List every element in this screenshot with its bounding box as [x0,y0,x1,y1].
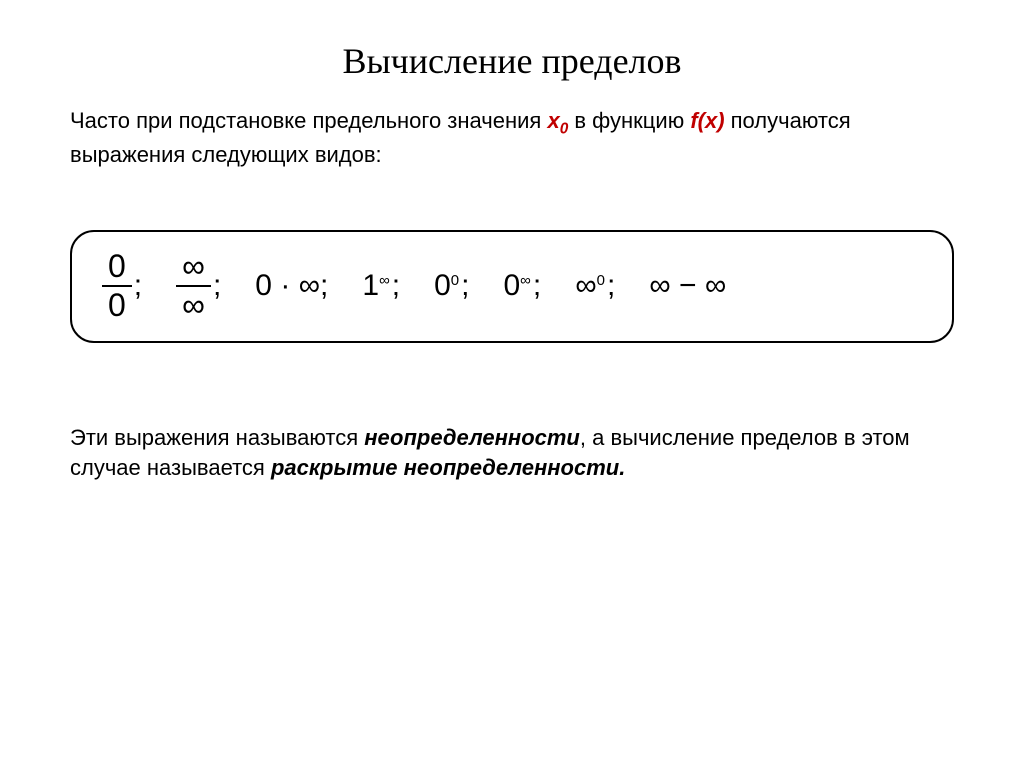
x0-base: x [547,108,559,133]
term-1-pow-inf: 1∞; [362,269,400,303]
frac2-den: ∞ [176,287,211,323]
semi-5: ; [461,269,469,303]
semi-7: ; [607,269,615,303]
x0-symbol: x0 [547,108,568,133]
frac1-den: 0 [102,287,132,323]
slide-content: Вычисление пределов Часто при подстановк… [0,0,1024,482]
t7-sup: 0 [597,272,605,289]
term-inf-over-inf: ∞ ∞ ; [176,250,221,323]
intro-paragraph: Часто при подстановке предельного значен… [70,106,954,170]
fx-symbol: f(x) [690,108,724,133]
t6-sup: ∞ [520,272,531,289]
t4-sup: ∞ [379,272,390,289]
page-title: Вычисление пределов [70,40,954,82]
term-inf-pow-0: ∞0; [575,269,615,303]
semi-4: ; [392,269,400,303]
term-inf-minus-inf: ∞ − ∞ [649,269,726,303]
t4-base: 1 [362,269,379,303]
outro-paragraph: Эти выражения называются неопределенност… [70,423,954,482]
outro-word-1: неопределенности [364,425,580,450]
term-0-over-0: 0 0 ; [102,250,142,323]
semi-6: ; [533,269,541,303]
outro-word-2: раскрытие неопределенности. [271,455,625,480]
x0-sub: 0 [560,120,569,137]
formula-box: 0 0 ; ∞ ∞ ; 0 · ∞; 1∞; 00; 0∞; ∞0; ∞ − ∞ [70,230,954,343]
fraction-1: 0 0 [102,250,132,323]
fraction-2: ∞ ∞ [176,250,211,323]
intro-text-1: Часто при подстановке предельного значен… [70,108,547,133]
semi-2: ; [213,269,221,303]
term-0-pow-0: 00; [434,269,469,303]
outro-text-1: Эти выражения называются [70,425,364,450]
semi-1: ; [134,269,142,303]
intro-text-2: в функцию [568,108,690,133]
t5-sup: 0 [451,272,459,289]
t7-base: ∞ [575,269,596,303]
term-0-times-inf: 0 · ∞; [255,269,328,303]
frac1-num: 0 [102,250,132,288]
t6-base: 0 [503,269,520,303]
term-0-pow-inf: 0∞; [503,269,541,303]
frac2-num: ∞ [176,250,211,288]
t5-base: 0 [434,269,451,303]
